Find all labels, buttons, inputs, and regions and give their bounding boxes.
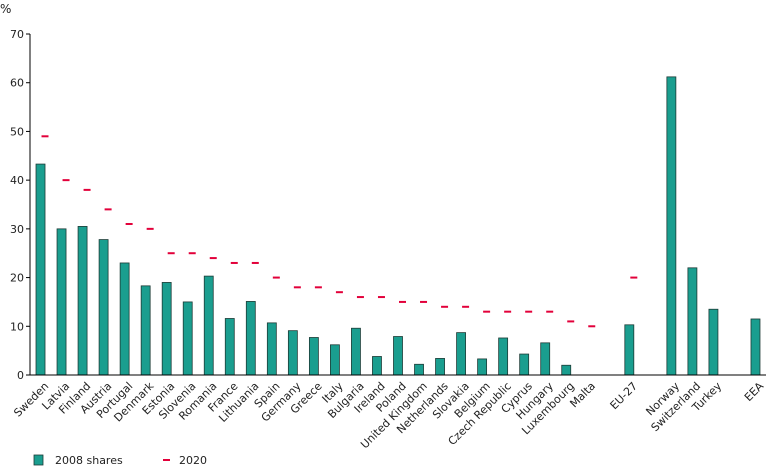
y-axis: 0 10 20 30 40 50 60 70 — [10, 28, 31, 382]
y-axis-unit-label: % — [0, 2, 11, 16]
bar — [245, 301, 256, 376]
bar — [77, 226, 88, 376]
legend-label-2020: 2020 — [179, 454, 207, 467]
legend-swatch-2008-shares — [33, 454, 44, 466]
x-tick-label: EEA — [742, 379, 767, 404]
y-tick-label: 10 — [10, 320, 24, 333]
category-labels: SwedenLatviaFinlandAustriaPortugalDenmar… — [11, 379, 766, 451]
bar — [456, 332, 466, 376]
y-tick-label: 40 — [10, 174, 24, 187]
bar — [161, 282, 172, 376]
bar — [56, 228, 67, 376]
bar — [687, 267, 698, 376]
bar — [540, 342, 551, 376]
bar — [35, 163, 46, 376]
legend-label-2008-shares: 2008 shares — [55, 454, 123, 467]
bar — [224, 318, 235, 376]
bar — [140, 285, 151, 376]
y-tick-label: 30 — [10, 223, 24, 236]
bar — [477, 358, 488, 376]
bar — [624, 324, 635, 376]
bar — [287, 330, 298, 376]
bar — [414, 363, 424, 376]
bar — [750, 318, 761, 376]
bar — [182, 301, 193, 376]
y-tick-label: 20 — [10, 272, 24, 285]
bar — [435, 358, 445, 376]
y-tick-label: 0 — [17, 369, 24, 382]
bar — [351, 327, 361, 376]
bar — [708, 308, 719, 376]
y-tick-label: 60 — [10, 77, 24, 90]
bar — [666, 76, 677, 376]
bar — [519, 353, 530, 376]
bar — [203, 275, 214, 376]
bar — [119, 262, 130, 376]
bar — [266, 322, 277, 376]
legend: 2008 shares 2020 — [33, 454, 207, 467]
bar — [561, 364, 572, 376]
y-tick-label: 50 — [10, 125, 24, 138]
y-tick-label: 70 — [10, 28, 24, 41]
bar — [308, 337, 319, 376]
x-tick-label: EU-27 — [608, 380, 641, 413]
bar-series-2008 — [35, 76, 761, 376]
bar — [498, 337, 509, 376]
bar — [393, 336, 403, 376]
bar — [372, 356, 382, 376]
bar — [98, 239, 109, 376]
bar — [330, 344, 340, 376]
marker-series-2020 — [41, 135, 638, 328]
